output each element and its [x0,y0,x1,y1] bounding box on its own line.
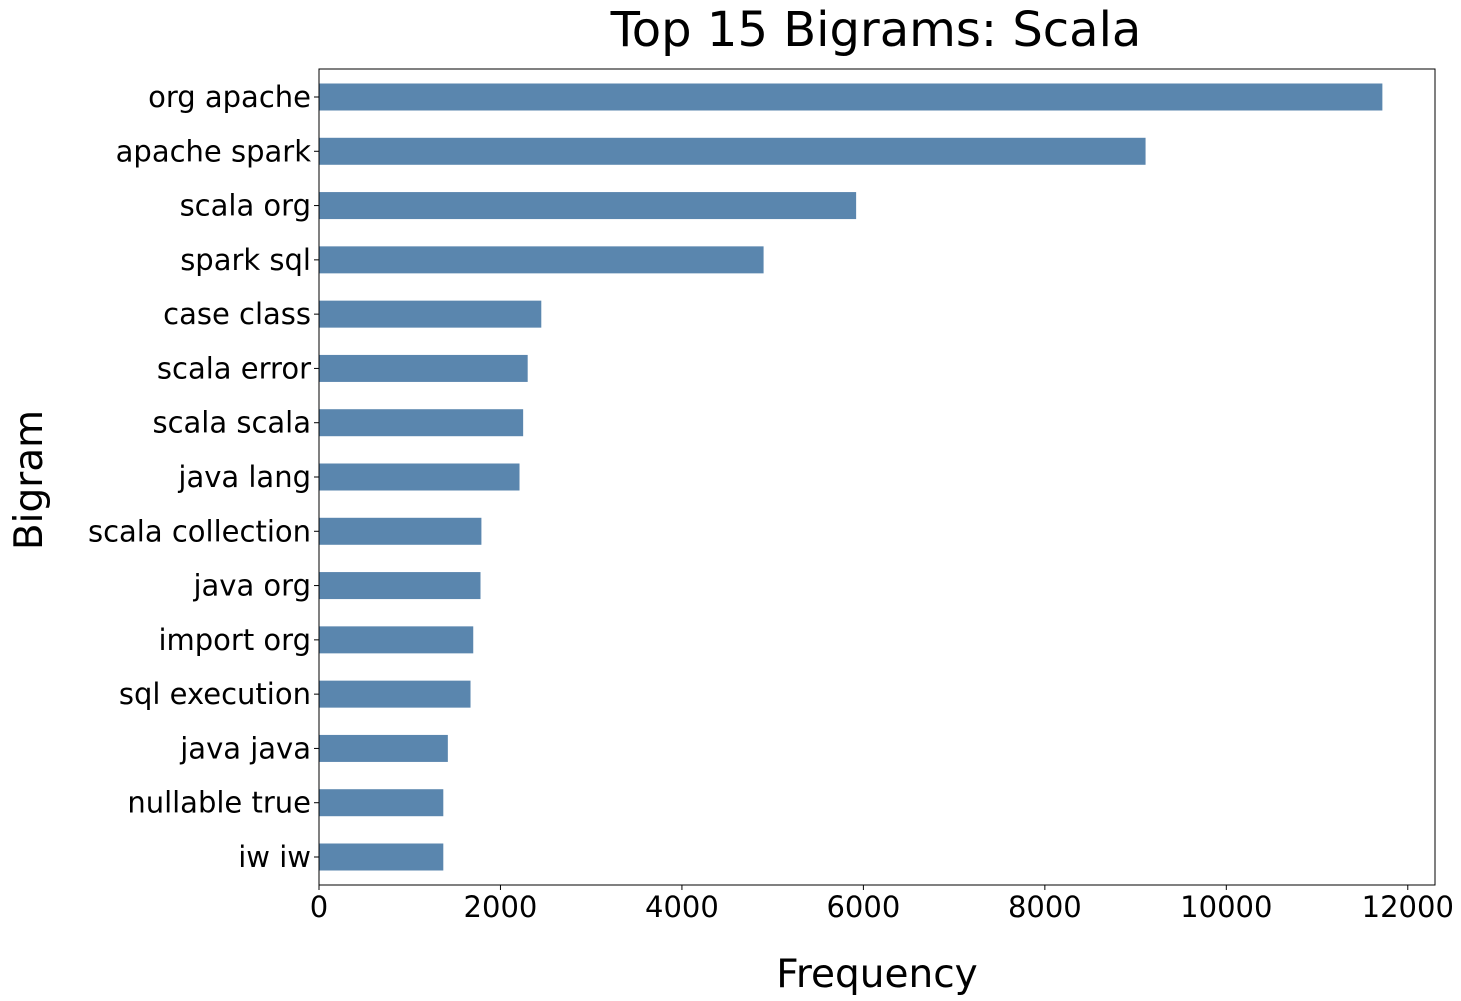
y-tick-label: java org [192,569,311,603]
x-tick-label: 12000 [1362,890,1454,924]
y-tick-label: scala scala [152,406,311,440]
bar [319,789,444,817]
x-tick-label: 0 [310,890,328,924]
bar [319,246,764,274]
bar [319,626,474,654]
y-tick-label: java java [179,731,311,765]
y-tick-label: case class [163,297,311,331]
bar [319,463,520,491]
y-tick-label: import org [158,623,311,657]
bar [319,83,1383,111]
x-axis-title: Frequency [776,952,977,997]
y-tick-label: scala error [157,351,311,385]
bar [319,517,482,545]
chart-title: Top 15 Bigrams: Scala [610,2,1142,58]
x-tick-label: 10000 [1180,890,1272,924]
y-tick-label: spark sql [180,243,311,277]
bar [319,192,857,220]
x-tick-label: 2000 [464,890,538,924]
bar [319,843,444,871]
bar [319,409,524,437]
x-tick-label: 8000 [1008,890,1082,924]
bar [319,300,542,328]
plot-area-frame [318,68,1436,886]
bar [319,734,448,762]
bar [319,137,1146,165]
bar [319,354,528,382]
x-tick-label: 6000 [826,890,900,924]
y-tick-label: iw iw [238,840,311,874]
bars-group [319,83,1383,871]
y-axis-title: Bigram [7,410,52,550]
y-tick-label: apache spark [116,134,312,168]
y-tick-label: nullable true [127,786,311,820]
y-tick-label: scala collection [88,514,311,548]
y-tick-group: org apache apache spark scala org spark sql… [88,80,319,874]
bar [319,680,471,708]
bar [319,572,481,600]
y-tick-label: java lang [177,460,311,494]
y-tick-label: sql execution [119,677,311,711]
y-tick-label: org apache [148,80,311,114]
y-tick-label: scala org [180,189,311,223]
x-tick-group: 0 2000 4000 6000 8000 10000 12000 [310,885,1454,924]
x-tick-label: 4000 [645,890,719,924]
